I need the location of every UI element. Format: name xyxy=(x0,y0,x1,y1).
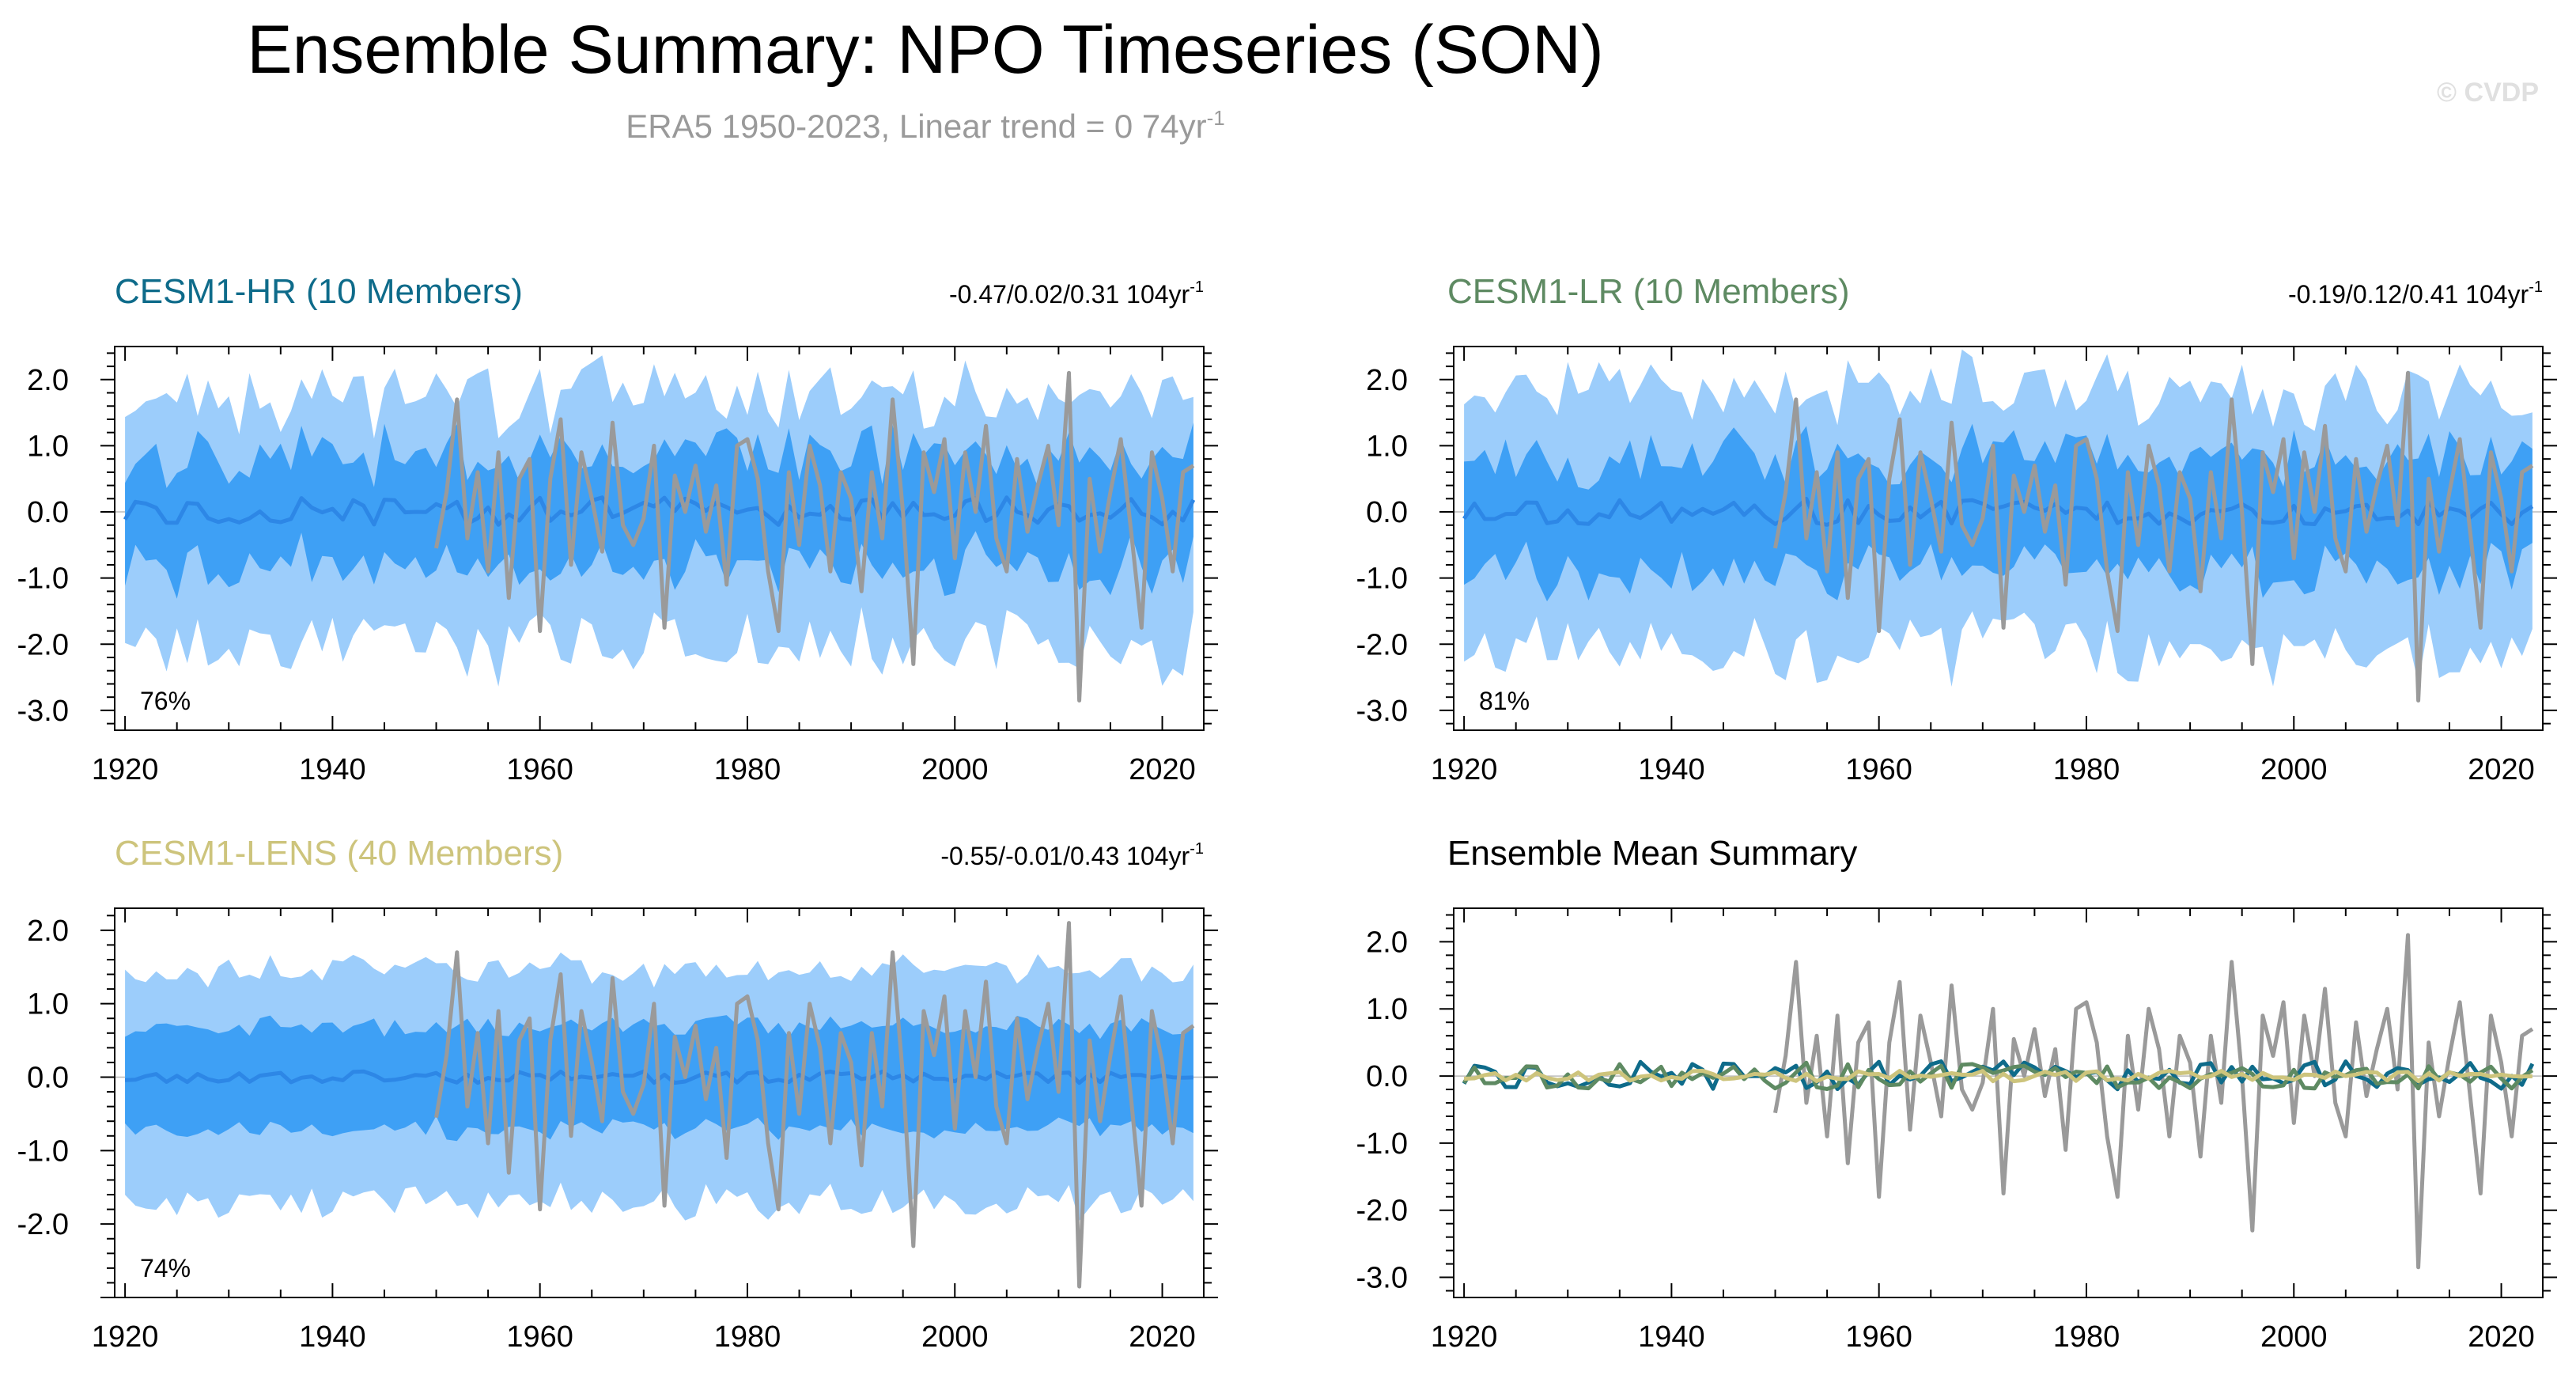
figure-subtitle: ERA5 1950-2023, Linear trend = 0 74yr-1 xyxy=(626,106,1224,145)
x-tick-label: 1940 xyxy=(1638,753,1705,786)
y-tick-label: -3.0 xyxy=(1356,1262,1408,1295)
x-tick-label: 2000 xyxy=(921,753,989,786)
ensemble-mean-line xyxy=(123,495,1196,527)
subtitle-text: ERA5 1950-2023, Linear trend = 0 74yr xyxy=(626,108,1206,145)
y-tick-label: -2.0 xyxy=(17,1208,69,1241)
y-tick-label: 0.0 xyxy=(1366,1060,1408,1093)
y-tick-label: 2.0 xyxy=(27,915,69,948)
plot-frame xyxy=(114,907,1205,1298)
y-tick-label: -3.0 xyxy=(17,695,69,728)
panel-title: Ensemble Mean Summary xyxy=(1447,834,1857,873)
x-tick-label: 1940 xyxy=(299,1320,366,1354)
y-tick-label: -2.0 xyxy=(17,628,69,661)
y-tick-label: 1.0 xyxy=(1366,430,1408,463)
x-tick-label: 1980 xyxy=(714,753,781,786)
y-tick-label: 2.0 xyxy=(1366,364,1408,397)
lr-mean-line xyxy=(1462,1060,2534,1091)
x-tick-label: 2020 xyxy=(1129,1320,1196,1354)
y-tick-label: -1.0 xyxy=(1356,1127,1408,1161)
panel-title: CESM1-LENS (40 Members) xyxy=(115,834,563,873)
y-tick-label: 0.0 xyxy=(1366,496,1408,529)
y-tick-label: 1.0 xyxy=(27,430,69,463)
x-tick-label: 1920 xyxy=(1431,1320,1498,1354)
x-tick-label: 1940 xyxy=(299,753,366,786)
x-tick-label: 1980 xyxy=(714,1320,781,1354)
lens-mean-line xyxy=(1464,1068,2532,1084)
trend-text: -0.19/0.12/0.41 104yr-1 xyxy=(2288,278,2543,309)
x-tick-label: 2000 xyxy=(2260,753,2328,786)
y-tick-label: -1.0 xyxy=(17,1135,69,1168)
panel-title: CESM1-LR (10 Members) xyxy=(1447,272,1850,311)
plot-area xyxy=(115,355,1204,703)
y-tick-label: 0.0 xyxy=(27,496,69,529)
trend-superscript: -1 xyxy=(2529,278,2543,296)
trend-text: -0.55/-0.01/0.43 104yr-1 xyxy=(940,840,1204,870)
x-tick-label: 1940 xyxy=(1638,1320,1705,1354)
panel-cesm1-lens: 1920 1940 1960 1980 2000 2020 2.0 1.0 0.0 -1.0 -2.… xyxy=(17,834,1218,1354)
percent-label: 81% xyxy=(1479,687,1530,715)
y-tick-label: 1.0 xyxy=(27,988,69,1021)
y-tick-label: -1.0 xyxy=(1356,563,1408,596)
y-tick-label: 0.0 xyxy=(27,1062,69,1095)
percent-label: 76% xyxy=(140,687,191,715)
y-tick-label: 2.0 xyxy=(27,364,69,397)
panel-cesm1-lr: 1920 1940 1960 1980 2000 2020 2.0 1.0 0.0 -1.0 -2.… xyxy=(1356,272,2557,786)
plot-area xyxy=(115,921,1204,1289)
x-tick-label: 1980 xyxy=(2053,753,2120,786)
x-tick-label: 1960 xyxy=(1845,753,1912,786)
y-tick-label: 2.0 xyxy=(1366,926,1408,959)
trend-value: -0.47/0.02/0.31 104yr xyxy=(949,280,1190,309)
subtitle-superscript: -1 xyxy=(1207,106,1225,130)
percent-label: 74% xyxy=(140,1254,191,1282)
y-tick-label: 1.0 xyxy=(1366,993,1408,1026)
plot-area xyxy=(1454,933,2543,1270)
obs-era5-line xyxy=(1773,370,2534,703)
x-tick-label: 2020 xyxy=(2468,1320,2535,1354)
trend-value: -0.19/0.12/0.41 104yr xyxy=(2288,280,2529,309)
y-tick-label: -2.0 xyxy=(1356,1195,1408,1228)
x-tick-label: 2020 xyxy=(2468,753,2535,786)
trend-superscript: -1 xyxy=(1190,840,1204,858)
plot-area xyxy=(1454,349,2543,703)
trend-value: -0.55/-0.01/0.43 104yr xyxy=(940,842,1190,870)
x-tick-label: 2000 xyxy=(921,1320,989,1354)
x-tick-label: 1920 xyxy=(92,753,159,786)
panel-ensemble-mean-summary: 1920 1940 1960 1980 2000 2020 2.0 1.0 0.0 -1.0 -2.… xyxy=(1356,834,2557,1354)
x-tick-label: 1980 xyxy=(2053,1320,2120,1354)
obs-era5-line xyxy=(434,370,1195,703)
x-tick-label: 2020 xyxy=(1129,753,1196,786)
obs-era5-line xyxy=(1773,933,2534,1270)
x-tick-label: 1960 xyxy=(506,1320,573,1354)
watermark-text: © CVDP xyxy=(2437,78,2539,108)
y-tick-label: -2.0 xyxy=(1356,628,1408,661)
x-tick-label: 1960 xyxy=(506,753,573,786)
y-tick-label: -1.0 xyxy=(17,563,69,596)
figure-title: Ensemble Summary: NPO Timeseries (SON) xyxy=(247,12,1604,88)
trend-superscript: -1 xyxy=(1190,278,1204,296)
x-tick-label: 2000 xyxy=(2260,1320,2328,1354)
x-tick-label: 1960 xyxy=(1845,1320,1912,1354)
y-tick-label: -3.0 xyxy=(1356,695,1408,728)
panel-title: CESM1-HR (10 Members) xyxy=(115,272,523,311)
trend-text: -0.47/0.02/0.31 104yr-1 xyxy=(949,278,1204,309)
panel-cesm1-hr: 1920 1940 1960 1980 2000 2020 2.0 1.0 0.0 -1.0 -2.… xyxy=(17,272,1218,786)
x-tick-label: 1920 xyxy=(1431,753,1498,786)
obs-era5-line xyxy=(434,921,1195,1289)
x-tick-label: 1920 xyxy=(92,1320,159,1354)
